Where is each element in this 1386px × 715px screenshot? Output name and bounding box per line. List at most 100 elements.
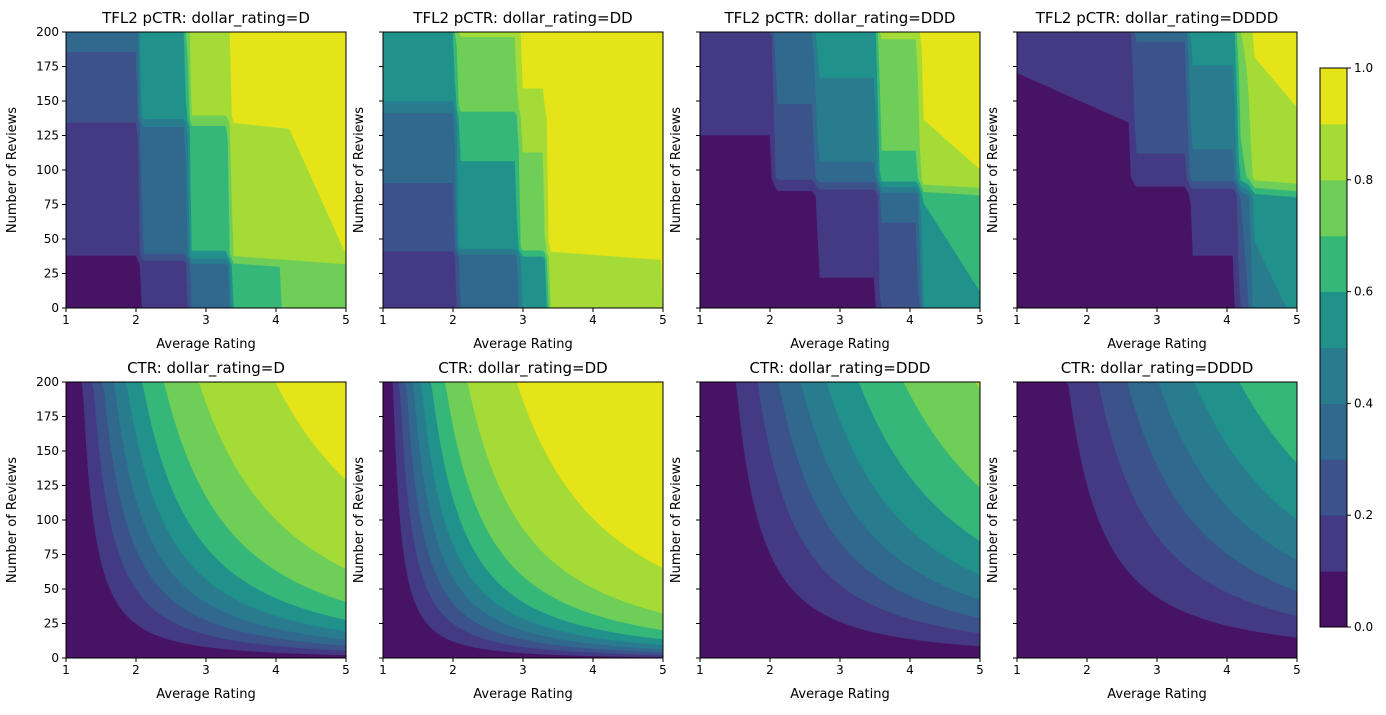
contour-panel: 1 2 3 4 5 CTR: dollar_rating=DDD Average Ratin… — [669, 359, 984, 702]
y-axis-label: Number of Reviews — [986, 457, 1001, 583]
x-tick-label: 3 — [519, 313, 527, 327]
y-tick-label: 150 — [36, 444, 59, 458]
x-tick-label: 5 — [976, 313, 984, 327]
colorbar-tick-label: 0.2 — [1354, 508, 1373, 522]
y-tick-label: 25 — [44, 617, 59, 631]
colorbar-tick-label: 0.4 — [1354, 396, 1373, 410]
chart-title: CTR: dollar_rating=DD — [438, 359, 607, 378]
x-tick-label: 2 — [132, 663, 140, 677]
x-tick-label: 1 — [1013, 313, 1021, 327]
x-tick-label: 2 — [1083, 663, 1091, 677]
y-tick-label: 150 — [36, 94, 59, 108]
y-axis-label: Number of Reviews — [5, 457, 20, 583]
y-tick-label: 200 — [36, 375, 59, 389]
colorbar-band — [1320, 123, 1347, 181]
y-tick-label: 175 — [36, 410, 59, 424]
y-tick-label: 0 — [51, 301, 59, 315]
y-tick-label: 75 — [44, 548, 59, 562]
x-tick-label: 2 — [1083, 313, 1091, 327]
x-tick-label: 5 — [659, 313, 667, 327]
x-tick-label: 1 — [62, 663, 70, 677]
x-tick-label: 4 — [1223, 663, 1231, 677]
colorbar-band — [1320, 235, 1347, 293]
x-tick-label: 5 — [976, 663, 984, 677]
x-tick-label: 4 — [272, 313, 280, 327]
x-tick-label: 1 — [696, 663, 704, 677]
colorbar-frame — [1319, 67, 1348, 628]
x-tick-label: 4 — [272, 663, 280, 677]
x-axis-label: Average Rating — [473, 687, 572, 702]
x-tick-label: 4 — [589, 313, 597, 327]
y-tick-label: 100 — [36, 513, 59, 527]
y-axis-label: Number of Reviews — [669, 107, 684, 233]
x-tick-label: 4 — [1223, 313, 1231, 327]
y-axis-label: Number of Reviews — [986, 107, 1001, 233]
x-tick-label: 2 — [766, 313, 774, 327]
contour-panel: 1 2 3 4 5 TFL2 pCTR: dollar_rating=DD Average … — [352, 9, 667, 352]
colorbar-tick-label: 0.6 — [1354, 285, 1373, 299]
x-tick-label: 3 — [836, 313, 844, 327]
x-tick-label: 1 — [696, 313, 704, 327]
y-tick-label: 50 — [44, 232, 59, 246]
x-axis-label: Average Rating — [156, 687, 255, 702]
x-axis-label: Average Rating — [473, 337, 572, 352]
y-axis-label: Number of Reviews — [669, 457, 684, 583]
colorbar-band — [1320, 68, 1347, 125]
y-tick-label: 25 — [44, 267, 59, 281]
colorbar: 0.0 0.2 0.4 0.6 0.8 1.0 — [1319, 61, 1373, 634]
y-tick-label: 75 — [44, 198, 59, 212]
x-tick-label: 3 — [1153, 313, 1161, 327]
y-tick-label: 175 — [36, 60, 59, 74]
x-tick-label: 5 — [1293, 663, 1301, 677]
y-tick-label: 50 — [44, 582, 59, 596]
chart-title: TFL2 pCTR: dollar_rating=DD — [412, 9, 632, 28]
x-tick-label: 3 — [1153, 663, 1161, 677]
x-tick-label: 3 — [202, 313, 210, 327]
x-tick-label: 4 — [906, 313, 914, 327]
colorbar-tick-label: 0.0 — [1354, 620, 1373, 634]
contour-panel: 1 2 3 4 5 TFL2 pCTR: dollar_rating=DDD Average… — [669, 9, 984, 352]
x-tick-label: 5 — [342, 313, 350, 327]
contour-panel: 1 2 3 4 5 TFL2 pCTR: dollar_rating=DDDD Averag… — [986, 9, 1301, 352]
x-tick-label: 3 — [519, 663, 527, 677]
colorbar-band — [1320, 291, 1347, 348]
x-axis-label: Average Rating — [1107, 687, 1206, 702]
colorbar-band — [1320, 571, 1347, 628]
y-axis-label: Number of Reviews — [5, 107, 20, 233]
x-tick-label: 4 — [589, 663, 597, 677]
chart-title: TFL2 pCTR: dollar_rating=DDD — [724, 9, 956, 28]
x-tick-label: 4 — [906, 663, 914, 677]
y-tick-label: 125 — [36, 479, 59, 493]
colorbar-band — [1320, 515, 1347, 572]
chart-title: CTR: dollar_rating=D — [127, 359, 285, 378]
x-axis-label: Average Rating — [790, 687, 889, 702]
y-tick-label: 100 — [36, 163, 59, 177]
x-tick-label: 1 — [1013, 663, 1021, 677]
colorbar-band — [1320, 347, 1347, 404]
x-axis-label: Average Rating — [1107, 337, 1206, 352]
colorbar-band — [1320, 459, 1347, 516]
colorbar-band — [1320, 403, 1347, 460]
x-tick-label: 2 — [132, 313, 140, 327]
colorbar-tick-label: 1.0 — [1354, 61, 1373, 75]
x-tick-label: 3 — [836, 663, 844, 677]
chart-title: CTR: dollar_rating=DDD — [750, 359, 931, 378]
x-tick-label: 1 — [379, 313, 387, 327]
x-tick-label: 5 — [342, 663, 350, 677]
contour-panel: 1 2 3 4 5 CTR: dollar_rating=DD Average Rating… — [352, 359, 667, 702]
x-axis-label: Average Rating — [790, 337, 889, 352]
x-tick-label: 3 — [202, 663, 210, 677]
y-axis-label: Number of Reviews — [352, 107, 367, 233]
x-tick-label: 1 — [379, 663, 387, 677]
x-tick-label: 5 — [659, 663, 667, 677]
y-axis-label: Number of Reviews — [352, 457, 367, 583]
x-tick-label: 5 — [1293, 313, 1301, 327]
y-tick-label: 200 — [36, 25, 59, 39]
x-tick-label: 2 — [766, 663, 774, 677]
x-tick-label: 1 — [62, 313, 70, 327]
colorbar-band — [1320, 179, 1347, 237]
chart-title: CTR: dollar_rating=DDDD — [1061, 359, 1254, 378]
